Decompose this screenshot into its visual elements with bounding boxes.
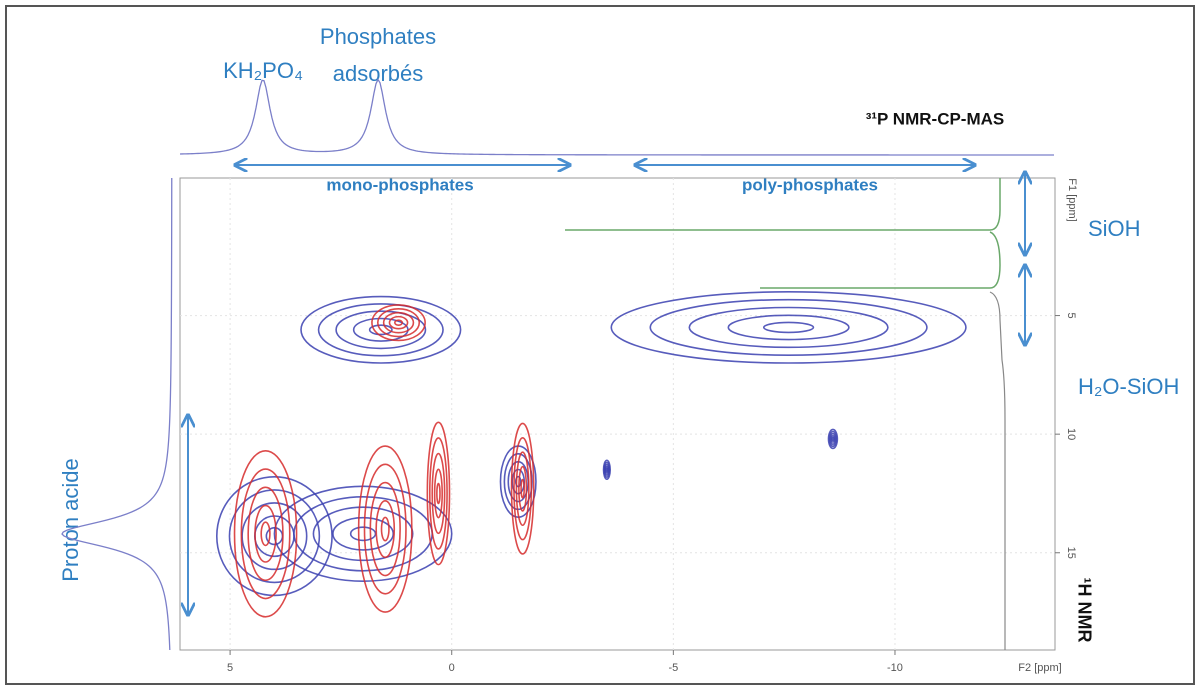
contour-ring — [428, 437, 448, 550]
contour-ring — [518, 465, 528, 512]
contour-ring — [515, 451, 530, 527]
contour-ring — [827, 428, 839, 450]
y-tick-label: 5 — [1065, 313, 1077, 319]
contour-ring — [363, 463, 407, 595]
contour-ring — [520, 478, 525, 499]
nucleus-label: ¹H NMR — [1074, 578, 1094, 643]
contour-ring — [762, 321, 815, 334]
contour-ring — [513, 437, 533, 541]
contour-ring — [233, 449, 298, 618]
f1-projection — [61, 177, 173, 651]
region-label: poly-phosphates — [742, 175, 878, 194]
contour-ring — [433, 468, 443, 519]
contour-ring — [312, 506, 414, 562]
x-tick-label: -10 — [887, 662, 903, 674]
peak-label: KH₂PO₄ — [223, 58, 303, 83]
contour-ring — [273, 485, 453, 583]
f1-trace — [989, 291, 1006, 650]
region-label: H₂O-SiOH — [1078, 374, 1179, 399]
f2-projection — [179, 78, 1054, 156]
contour-ring — [375, 500, 396, 559]
region-label: Proton acide — [58, 458, 83, 582]
contours — [215, 291, 967, 618]
y-tick-label: 10 — [1065, 428, 1077, 440]
contour-ring — [426, 421, 451, 566]
y-axis-label: F1 [ppm] — [1066, 178, 1078, 221]
region-label: mono-phosphates — [326, 175, 473, 194]
x-tick-label: 5 — [227, 662, 233, 674]
x-tick-label: 0 — [449, 662, 455, 674]
contour-ring — [335, 310, 427, 350]
contour-ring — [831, 436, 835, 442]
contour-ring — [382, 311, 415, 334]
contour-ring — [369, 481, 401, 577]
contour-ring — [300, 295, 462, 364]
contour-ring — [649, 298, 928, 356]
contour-ring — [605, 467, 609, 472]
contour-ring — [357, 445, 413, 613]
x-axis-label: F2 [ppm] — [1018, 662, 1061, 674]
contour-ring — [332, 516, 395, 551]
contour-ring — [436, 482, 441, 505]
contour-ring — [510, 422, 535, 555]
contour-ring — [380, 516, 390, 542]
grid — [180, 178, 1055, 650]
x-tick-label: -5 — [668, 662, 678, 674]
plot-frame — [179, 177, 1056, 651]
region-label: SiOH — [1088, 216, 1141, 241]
contour-ring — [317, 303, 444, 357]
contour-ring — [260, 521, 271, 547]
contour-ring — [688, 306, 889, 349]
contour-ring — [371, 304, 426, 342]
contour-ring — [228, 489, 321, 584]
peak-label: adsorbés — [333, 61, 424, 86]
contour-ring — [394, 319, 404, 326]
contour-ring — [349, 526, 377, 542]
peak-label: Phosphates — [320, 24, 436, 49]
contour-ring — [610, 291, 967, 364]
contour-ring — [828, 430, 838, 448]
outer-frame — [5, 5, 1195, 685]
contour-ring — [368, 324, 393, 336]
contour-ring — [247, 486, 284, 582]
contour-ring — [240, 468, 291, 600]
contour-ring — [376, 308, 421, 338]
contour-ring — [388, 315, 409, 330]
nucleus-label: ³¹P NMR-CP-MAS — [866, 109, 1005, 128]
contour-ring — [431, 452, 446, 535]
sioh-trace — [565, 178, 1001, 231]
y-tick-label: 15 — [1065, 547, 1077, 559]
contour-ring — [727, 314, 850, 341]
contour-ring — [830, 434, 836, 443]
contour-ring — [254, 504, 277, 563]
sioh-trace-2 — [760, 231, 1001, 289]
contour-ring — [829, 432, 837, 446]
contour-ring — [215, 476, 333, 597]
